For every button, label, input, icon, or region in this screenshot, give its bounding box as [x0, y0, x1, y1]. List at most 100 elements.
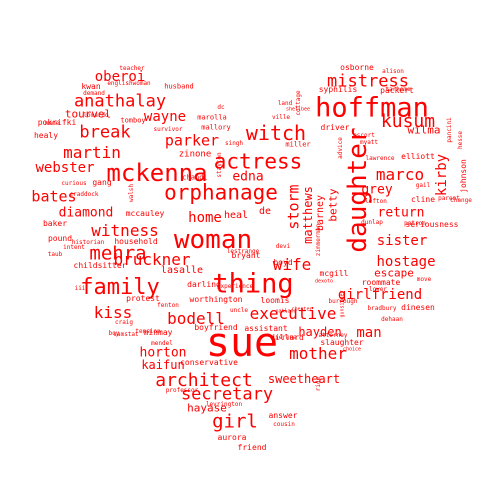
cloud-word: gail [415, 182, 431, 189]
cloud-word: myatt [359, 139, 379, 146]
cloud-word: lestrange [226, 248, 260, 255]
cloud-word: family [80, 275, 160, 300]
cloud-word: grey [361, 182, 393, 198]
cloud-word: tarheme [385, 86, 411, 93]
cloud-word: choice [342, 346, 362, 353]
cloud-word: teacher [119, 65, 145, 72]
cloud-word: worthington [189, 295, 243, 304]
cloud-word: mistress [327, 71, 409, 92]
cloud-word: bryant [231, 251, 261, 260]
cloud-word: martin [63, 143, 121, 162]
cloud-word: historian [71, 239, 105, 246]
cloud-word: hoffman [315, 92, 429, 124]
cloud-word: return [377, 205, 425, 221]
cloud-word: seriousness [405, 220, 459, 229]
cloud-word: parent [438, 195, 460, 202]
cloud-word: demand [83, 90, 105, 97]
cloud-word: dunlap [361, 219, 383, 226]
cloud-word: tension [135, 328, 161, 335]
cloud-word: witness [91, 221, 159, 240]
cloud-word: serena [275, 334, 297, 341]
cloud-word: survivor [153, 126, 183, 133]
cloud-word: bruckner [113, 250, 191, 269]
cloud-word: loomis [260, 296, 290, 305]
cloud-word: roommate [361, 278, 401, 287]
cloud-word: iii [74, 285, 86, 292]
cloud-word: de [258, 206, 272, 217]
cloud-word: professor [165, 387, 199, 394]
cloud-word: advice [337, 137, 344, 159]
cloud-word: name [44, 120, 60, 127]
cloud-word: mckenna [106, 159, 208, 187]
cloud-word: woman [173, 225, 253, 255]
cloud-word: answer [268, 411, 298, 420]
cloud-word: pokrifki [37, 118, 77, 127]
cloud-word: childsitter [73, 261, 127, 270]
cloud-word: ride [315, 376, 322, 392]
cloud-word: actress [213, 149, 303, 174]
cloud-word: boy [108, 330, 120, 337]
cloud-word: stayton [216, 152, 223, 178]
cloud-word: ville [271, 114, 291, 121]
cloud-word: assistant [244, 324, 288, 333]
cloud-word: packert [380, 86, 414, 95]
cloud-word: samstat [113, 331, 139, 338]
cloud-word: chester [291, 306, 313, 313]
cloud-word: mcgill [319, 269, 349, 278]
cloud-word: cousin [273, 421, 295, 428]
cloud-word: hayden [298, 325, 342, 339]
cloud-word: syphilis [318, 85, 358, 94]
cloud-word: marolla [197, 113, 227, 122]
cloud-word: fenton [157, 302, 179, 309]
cloud-word: pancini [446, 117, 453, 143]
cloud-word: osborne [340, 63, 374, 72]
cloud-word: alison [382, 68, 404, 75]
cloud-word: johnson [459, 159, 468, 193]
cloud-word: baker [42, 219, 68, 228]
cloud-word: dc [217, 104, 225, 111]
cloud-word: tomboy [120, 116, 146, 125]
cloud-word: diamond [58, 205, 114, 221]
cloud-word: tourvel [64, 107, 112, 121]
cloud-word: dehaan [381, 316, 403, 323]
cloud-word: englishwoman [107, 80, 151, 87]
cloud-word: lawrence [365, 155, 395, 162]
cloud-word: shellbee [285, 106, 311, 113]
cloud-word: kaifun [141, 358, 185, 372]
cloud-word: miller [285, 140, 311, 149]
cloud-word: dexoto [314, 278, 334, 285]
cloud-word: girl [212, 410, 258, 433]
cloud-word: kirby [434, 153, 450, 197]
cloud-word: craig [114, 319, 134, 326]
cloud-word: curious [61, 180, 87, 187]
cloud-word: lofton [365, 198, 387, 205]
cloud-word: bates [31, 187, 77, 206]
cloud-word: elliott [401, 152, 435, 161]
cloud-word: protest [126, 294, 160, 303]
cloud-word: home [188, 210, 222, 226]
cloud-word: move [416, 276, 432, 283]
cloud-word: uncle [229, 307, 249, 314]
cloud-word: mallory [201, 123, 231, 132]
cloud-word: mendel [151, 340, 173, 347]
cloud-word: wayne [143, 109, 187, 125]
cloud-word: devi [275, 243, 291, 250]
cloud-word: thing [212, 268, 294, 300]
cloud-word: man [356, 325, 382, 341]
cloud-word: bodell [167, 309, 225, 328]
cloud-word: matthews [301, 186, 315, 244]
cloud-word: lomardo [83, 112, 109, 119]
cloud-word: slaughter [320, 338, 364, 347]
cloud-word: hostage [376, 254, 436, 270]
cloud-word: boyfriend [194, 323, 238, 332]
cloud-word: land [277, 100, 293, 107]
cloud-word: executive [249, 304, 337, 323]
cloud-word: burrough [328, 298, 358, 305]
cloud-word: gang [92, 178, 112, 187]
cloud-word: walsh [128, 183, 135, 203]
cloud-word: patron [404, 220, 426, 227]
cloud-word: marco [375, 165, 425, 184]
cloud-word: architect [155, 370, 253, 391]
cloud-word: zimmerman [315, 223, 322, 257]
cloud-word: oakland [275, 308, 297, 315]
